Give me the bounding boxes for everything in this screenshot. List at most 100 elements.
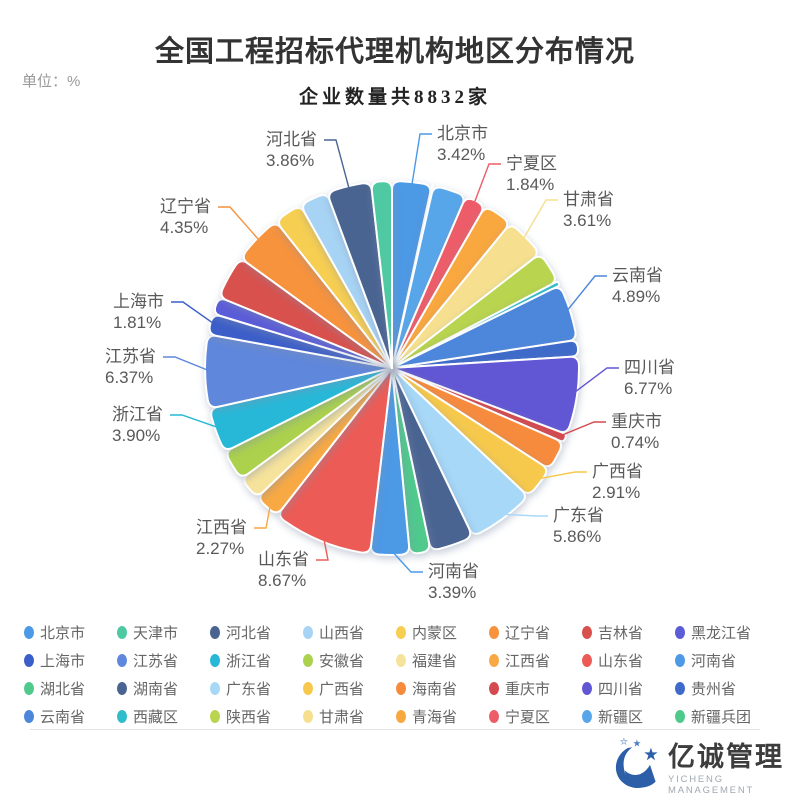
label-line-河南省: [389, 548, 423, 573]
pie-slice-云南省[interactable]: [391, 287, 577, 369]
legend-item-贵州省[interactable]: 贵州省: [675, 678, 768, 699]
legend-dot: [210, 709, 220, 723]
pie-slice-吉林省[interactable]: [220, 260, 393, 369]
pie-label-name: 广东省: [553, 506, 604, 525]
legend-item-西藏区[interactable]: 西藏区: [117, 706, 210, 727]
legend-item-山西省[interactable]: 山西省: [303, 622, 396, 643]
legend-item-海南省[interactable]: 海南省: [396, 678, 489, 699]
brand-name: 亿诚管理: [668, 742, 784, 772]
pie-slice-广西省[interactable]: [391, 367, 548, 494]
label-line-上海市: [171, 301, 217, 326]
pie-slice-内蒙区[interactable]: [278, 206, 393, 369]
legend-item-北京市[interactable]: 北京市: [24, 622, 117, 643]
legend-item-上海市[interactable]: 上海市: [24, 650, 117, 671]
legend-item-甘肃省[interactable]: 甘肃省: [303, 706, 396, 727]
legend-item-新疆区[interactable]: 新疆区: [582, 706, 675, 727]
legend-item-辽宁省[interactable]: 辽宁省: [489, 622, 582, 643]
legend-item-天津市[interactable]: 天津市: [117, 622, 210, 643]
legend-item-江西省[interactable]: 江西省: [489, 650, 582, 671]
pie-slice-山东省[interactable]: [279, 367, 393, 554]
legend-label: 天津市: [133, 624, 179, 642]
pie-slice-福建省[interactable]: [243, 367, 393, 496]
pie-slice-江西省[interactable]: [259, 367, 393, 514]
brand-logo: 亿诚管理 YICHENG MANAGEMENT: [608, 735, 790, 796]
legend-item-宁夏区[interactable]: 宁夏区: [489, 706, 582, 727]
legend-label: 广西省: [319, 680, 365, 698]
legend-dot: [117, 625, 127, 639]
legend-item-江苏省[interactable]: 江苏省: [117, 650, 210, 671]
legend-label: 安徽省: [319, 652, 365, 670]
legend-item-福建省[interactable]: 福建省: [396, 650, 489, 671]
legend-item-陕西省[interactable]: 陕西省: [210, 706, 303, 727]
pie-label-name: 浙江省: [112, 405, 163, 424]
pie-slice-海南省[interactable]: [391, 367, 562, 468]
pie-slice-青海省[interactable]: [391, 207, 509, 369]
pie-label-name: 四川省: [624, 358, 675, 377]
pie-label-江西省: 江西省 2.27%: [196, 517, 247, 559]
legend-label: 湖北省: [40, 680, 86, 698]
pie-slice-天津市[interactable]: [370, 180, 393, 369]
legend-dot: [675, 625, 685, 639]
legend-label: 湖南省: [133, 680, 179, 698]
legend-item-吉林省[interactable]: 吉林省: [582, 622, 675, 643]
pie-label-name: 江西省: [196, 518, 247, 537]
label-line-河北省: [324, 139, 351, 193]
legend-item-四川省[interactable]: 四川省: [582, 678, 675, 699]
legend-dot: [396, 653, 406, 667]
pie-slice-新疆区[interactable]: [391, 186, 465, 369]
pie-label-上海市: 上海市 1.81%: [113, 291, 164, 333]
pie-label-value: 6.37%: [105, 368, 154, 387]
legend-item-青海省[interactable]: 青海省: [396, 706, 489, 727]
legend-item-广西省[interactable]: 广西省: [303, 678, 396, 699]
pie-label-name: 甘肃省: [563, 190, 614, 209]
brand-text-block: 亿诚管理 YICHENG MANAGEMENT: [668, 735, 790, 796]
legend-item-河北省[interactable]: 河北省: [210, 622, 303, 643]
legend-item-内蒙区[interactable]: 内蒙区: [396, 622, 489, 643]
pie-slice-贵州省[interactable]: [391, 339, 580, 369]
legend-label: 福建省: [412, 652, 458, 670]
legend-dot: [489, 653, 499, 667]
legend-item-新疆兵团[interactable]: 新疆兵团: [675, 706, 768, 727]
label-line-广东省: [498, 513, 548, 517]
pie-label-name: 北京市: [437, 124, 488, 143]
logo-mark-icon: [615, 737, 658, 789]
legend-item-重庆市[interactable]: 重庆市: [489, 678, 582, 699]
pie-slice-湖北省[interactable]: [391, 367, 431, 555]
legend-label: 贵州省: [691, 680, 737, 698]
legend-label: 广东省: [226, 680, 272, 698]
pie-label-value: 1.81%: [113, 313, 162, 332]
legend-item-河南省[interactable]: 河南省: [675, 650, 768, 671]
legend-label: 江苏省: [133, 652, 179, 670]
pie-label-广东省: 广东省 5.86%: [553, 505, 604, 547]
legend-item-浙江省[interactable]: 浙江省: [210, 650, 303, 671]
legend-item-安徽省[interactable]: 安徽省: [303, 650, 396, 671]
pie-slice-甘肃省[interactable]: [391, 225, 538, 369]
pie-slice-山西省[interactable]: [302, 194, 393, 369]
legend-item-云南省[interactable]: 云南省: [24, 706, 117, 727]
legend-dot: [396, 709, 406, 723]
pie-slice-河南省[interactable]: [370, 367, 411, 556]
pie-slice-广东省[interactable]: [391, 367, 526, 535]
legend-label: 四川省: [598, 680, 644, 698]
pie-slice-湖南省[interactable]: [391, 367, 472, 551]
legend-dot: [303, 625, 313, 639]
pie-slice-四川省[interactable]: [391, 355, 580, 433]
pie-slice-陕西省[interactable]: [391, 255, 556, 369]
legend-label: 甘肃省: [319, 708, 365, 726]
pie-label-value: 3.61%: [563, 211, 612, 230]
legend-dot: [210, 625, 220, 639]
legend-item-广东省[interactable]: 广东省: [210, 678, 303, 699]
legend-item-山东省[interactable]: 山东省: [582, 650, 675, 671]
pie-slice-江苏省[interactable]: [204, 334, 393, 409]
pie-label-山东省: 山东省 8.67%: [258, 549, 309, 591]
legend-item-黑龙江省[interactable]: 黑龙江省: [675, 622, 768, 643]
legend-dot: [396, 625, 406, 639]
legend-item-湖南省[interactable]: 湖南省: [117, 678, 210, 699]
pie-slice-浙江省[interactable]: [210, 367, 393, 451]
legend-dot: [582, 653, 592, 667]
legend-item-湖北省[interactable]: 湖北省: [24, 678, 117, 699]
logo-shape: [624, 764, 656, 788]
pie-slice-安徽省[interactable]: [226, 367, 393, 477]
pie-label-value: 3.86%: [266, 151, 315, 170]
legend-dot: [303, 681, 313, 695]
